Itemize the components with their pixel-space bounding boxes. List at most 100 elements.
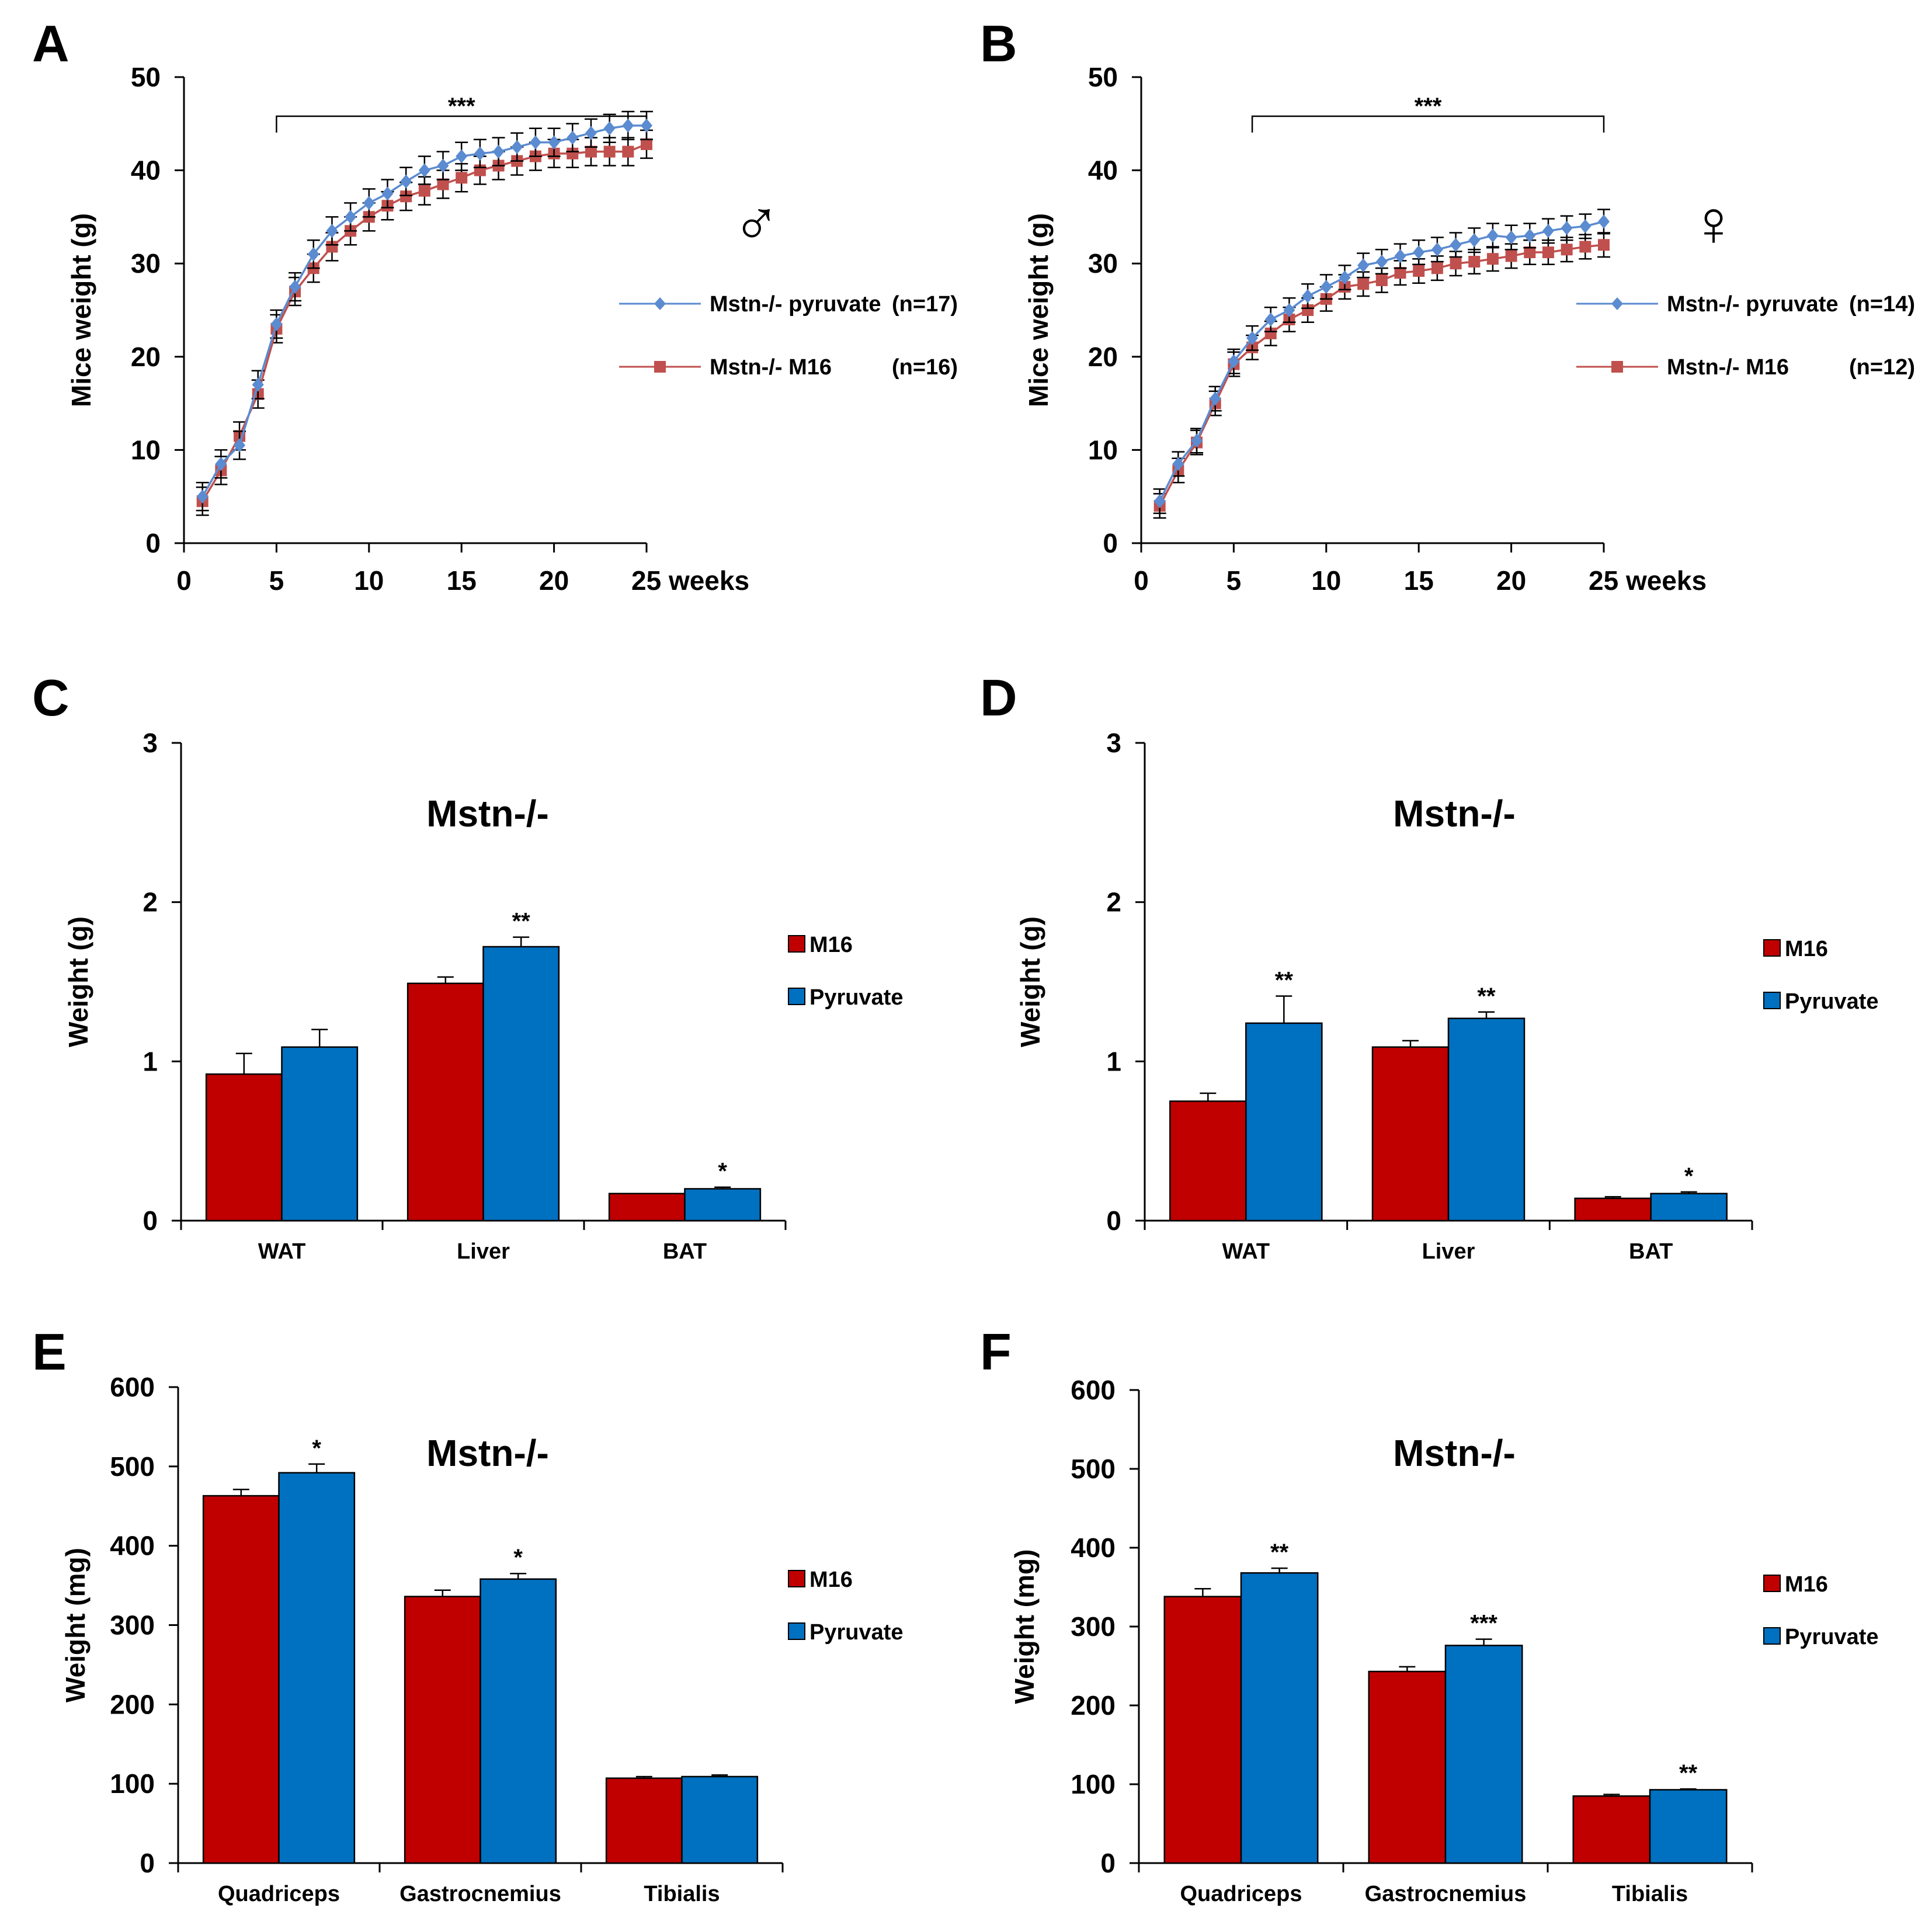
significance-label: * [718, 1159, 727, 1184]
data-point [1524, 228, 1536, 243]
data-point [622, 118, 634, 133]
y-tick-label: 400 [1071, 1533, 1116, 1563]
data-point [456, 172, 468, 184]
y-tick-label: 400 [110, 1531, 155, 1561]
panel-c: C 0 1 2 3 WAT ** Liver * BAT Mstn-/- Weight (g) M16 P… [32, 669, 904, 1264]
error-bar [1276, 995, 1292, 1023]
y-tick-label: 10 [131, 435, 161, 465]
legend-n: (n=17) [892, 292, 958, 317]
bar-m16 [1371, 1046, 1450, 1222]
legend-label: M16 [809, 933, 853, 957]
bar-pyruvate [1650, 1193, 1728, 1222]
legend-label: Pyruvate [809, 985, 904, 1010]
chart-title: Mstn-/- [426, 793, 549, 835]
data-point [345, 210, 357, 224]
data-point [1486, 253, 1499, 265]
data-point [1579, 219, 1592, 234]
panel-b: B 0 10 20 30 40 50 0 5 10 15 20 25 weeks Mice weight … [980, 15, 1915, 596]
y-tick-label: 2 [1106, 887, 1121, 918]
legend-label: Mstn-/- pyruvate [1667, 292, 1838, 317]
data-point [511, 140, 523, 154]
panel-letter: F [980, 1323, 1012, 1381]
significance-label: * [1684, 1163, 1694, 1189]
error-bar [235, 1052, 252, 1075]
data-point [363, 196, 375, 210]
y-tick-label: 50 [131, 62, 161, 92]
significance-label: ** [1679, 1760, 1698, 1786]
legend-marker [654, 361, 666, 373]
data-point [1598, 239, 1610, 251]
y-tick-label: 0 [145, 528, 161, 558]
error-bar [1603, 1794, 1620, 1797]
bar-m16 [605, 1777, 683, 1864]
data-point [1264, 327, 1277, 339]
legend-n: (n=12) [1849, 355, 1915, 380]
data-point [529, 135, 541, 150]
data-point [437, 178, 449, 190]
bar-m16 [1572, 1795, 1651, 1864]
category-label: Tibialis [644, 1882, 720, 1906]
data-point [1228, 354, 1240, 369]
y-tick-label: 0 [1106, 1205, 1121, 1236]
panel-a: A 0 10 20 30 40 50 0 5 10 15 20 25 weeks Mice weight … [32, 15, 958, 596]
error-bar [1402, 1040, 1419, 1047]
data-point [1561, 244, 1573, 256]
data-point [270, 317, 283, 331]
data-point [1524, 246, 1536, 259]
data-point [1486, 228, 1499, 243]
data-point [1394, 249, 1406, 263]
category-label: BAT [663, 1239, 707, 1264]
data-point [1450, 238, 1462, 252]
legend-label: Mstn-/- M16 [1667, 355, 1789, 380]
legend-swatch [1763, 1627, 1781, 1645]
error-bar [711, 1774, 728, 1777]
significance-label: *** [448, 93, 475, 119]
bar-pyruvate [1444, 1645, 1523, 1864]
y-tick-label: 300 [110, 1610, 155, 1641]
data-point [603, 121, 616, 135]
data-point [1357, 258, 1370, 273]
y-tick-label: 200 [110, 1689, 155, 1719]
panel-letter: C [32, 669, 70, 727]
y-tick-label: 0 [1103, 528, 1118, 558]
data-point [1302, 304, 1314, 316]
data-point [585, 145, 597, 158]
y-tick-label: 500 [1071, 1454, 1116, 1484]
error-bar [635, 1775, 652, 1778]
data-point [456, 149, 468, 164]
x-tick-label: 20 [1496, 565, 1526, 596]
data-point [234, 438, 246, 453]
error-bar [1475, 1638, 1492, 1646]
y-tick-label: 3 [1106, 728, 1121, 758]
data-point [418, 185, 430, 197]
legend-label: M16 [1785, 1572, 1828, 1597]
y-tick-label: 3 [143, 728, 158, 758]
data-point [418, 163, 430, 178]
error-bar [1604, 1196, 1621, 1198]
error-bar [1271, 1567, 1288, 1573]
legend-marker [654, 297, 666, 310]
data-point [326, 224, 338, 238]
data-point [326, 241, 338, 253]
bar-pyruvate [281, 1046, 359, 1222]
data-point [567, 147, 579, 159]
x-tick-label: 25 weeks [631, 565, 749, 596]
data-point [252, 377, 264, 392]
data-point [1542, 246, 1554, 259]
y-tick-label: 200 [1071, 1690, 1116, 1721]
x-tick-label: 0 [176, 565, 192, 596]
category-label: Quadriceps [1180, 1882, 1302, 1906]
bar-m16 [608, 1193, 686, 1222]
data-point [437, 158, 449, 173]
error-bar [1478, 1011, 1495, 1019]
legend-label: M16 [809, 1568, 853, 1592]
legend-label: Mstn-/- pyruvate [710, 292, 881, 317]
y-tick-label: 1 [143, 1046, 158, 1076]
legend-swatch [788, 1622, 805, 1640]
data-point [1264, 312, 1277, 326]
legend-label: Mstn-/- M16 [710, 355, 832, 380]
data-point [567, 130, 579, 145]
error-bar [437, 976, 454, 984]
y-tick-label: 500 [110, 1451, 155, 1482]
legend-label: Pyruvate [1785, 1625, 1879, 1649]
